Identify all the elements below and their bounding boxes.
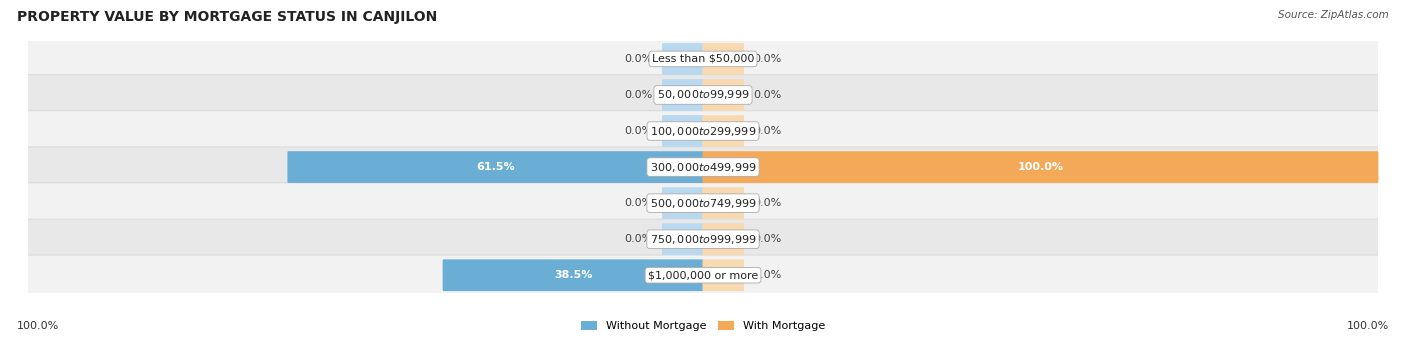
- Legend: Without Mortgage, With Mortgage: Without Mortgage, With Mortgage: [576, 316, 830, 336]
- Text: 0.0%: 0.0%: [754, 54, 782, 64]
- Text: 0.0%: 0.0%: [624, 90, 652, 100]
- FancyBboxPatch shape: [443, 260, 703, 291]
- Text: $100,000 to $299,999: $100,000 to $299,999: [650, 124, 756, 137]
- FancyBboxPatch shape: [662, 43, 703, 75]
- Text: 0.0%: 0.0%: [624, 234, 652, 244]
- Text: Source: ZipAtlas.com: Source: ZipAtlas.com: [1278, 10, 1389, 20]
- Text: PROPERTY VALUE BY MORTGAGE STATUS IN CANJILON: PROPERTY VALUE BY MORTGAGE STATUS IN CAN…: [17, 10, 437, 24]
- FancyBboxPatch shape: [27, 111, 1379, 151]
- FancyBboxPatch shape: [27, 147, 1379, 187]
- FancyBboxPatch shape: [703, 151, 1378, 183]
- FancyBboxPatch shape: [703, 260, 744, 291]
- Text: 0.0%: 0.0%: [754, 198, 782, 208]
- FancyBboxPatch shape: [662, 115, 703, 147]
- FancyBboxPatch shape: [662, 187, 703, 219]
- Text: $500,000 to $749,999: $500,000 to $749,999: [650, 197, 756, 210]
- Text: 61.5%: 61.5%: [477, 162, 515, 172]
- Text: 0.0%: 0.0%: [754, 126, 782, 136]
- FancyBboxPatch shape: [287, 151, 703, 183]
- FancyBboxPatch shape: [703, 43, 744, 75]
- Text: 0.0%: 0.0%: [624, 54, 652, 64]
- FancyBboxPatch shape: [703, 187, 744, 219]
- FancyBboxPatch shape: [27, 183, 1379, 223]
- Text: 0.0%: 0.0%: [624, 126, 652, 136]
- FancyBboxPatch shape: [703, 223, 744, 255]
- FancyBboxPatch shape: [662, 79, 703, 111]
- Text: 0.0%: 0.0%: [754, 270, 782, 280]
- Text: $1,000,000 or more: $1,000,000 or more: [648, 270, 758, 280]
- FancyBboxPatch shape: [27, 255, 1379, 295]
- Text: 0.0%: 0.0%: [754, 90, 782, 100]
- FancyBboxPatch shape: [27, 75, 1379, 115]
- FancyBboxPatch shape: [703, 79, 744, 111]
- Text: 100.0%: 100.0%: [1018, 162, 1063, 172]
- FancyBboxPatch shape: [27, 219, 1379, 260]
- Text: $300,000 to $499,999: $300,000 to $499,999: [650, 161, 756, 174]
- Text: Less than $50,000: Less than $50,000: [652, 54, 754, 64]
- Text: $50,000 to $99,999: $50,000 to $99,999: [657, 89, 749, 102]
- FancyBboxPatch shape: [662, 223, 703, 255]
- Text: 0.0%: 0.0%: [754, 234, 782, 244]
- Text: 0.0%: 0.0%: [624, 198, 652, 208]
- FancyBboxPatch shape: [703, 115, 744, 147]
- Text: $750,000 to $999,999: $750,000 to $999,999: [650, 233, 756, 246]
- Text: 38.5%: 38.5%: [554, 270, 592, 280]
- Text: 100.0%: 100.0%: [17, 321, 59, 331]
- Text: 100.0%: 100.0%: [1347, 321, 1389, 331]
- FancyBboxPatch shape: [27, 39, 1379, 79]
